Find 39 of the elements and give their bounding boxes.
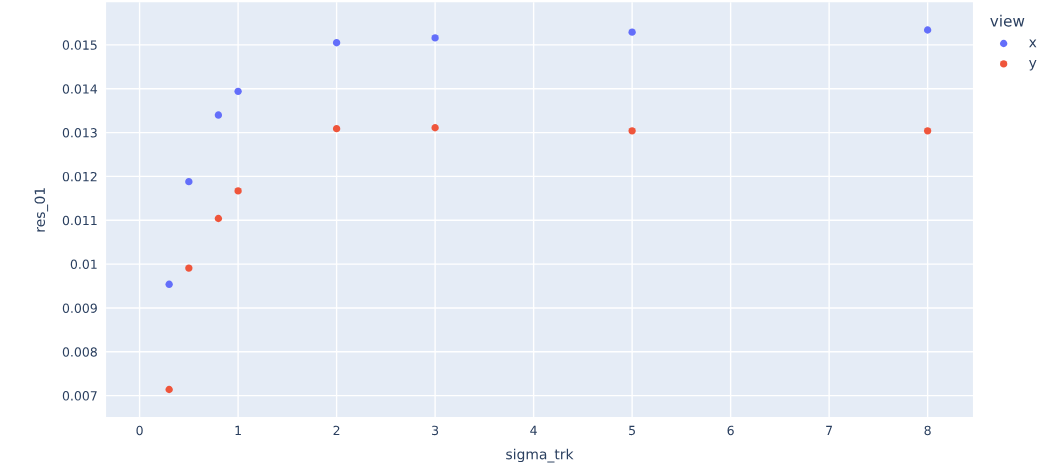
- x-tick-label: 7: [826, 425, 833, 435]
- point: [185, 178, 193, 186]
- y-tick-label: 0.01: [70, 259, 97, 270]
- legend-label: y: [1029, 59, 1037, 71]
- y-tick-label: 0.009: [62, 303, 97, 313]
- y-tick-label: 0.008: [62, 347, 97, 357]
- x-tick-label: 8: [924, 425, 931, 436]
- point: [332, 124, 341, 133]
- y-tick-label: 0.014: [62, 84, 98, 94]
- point: [165, 385, 173, 394]
- x-tick-label: 0: [136, 425, 143, 436]
- point: [628, 127, 636, 135]
- legend-title: view: [990, 14, 1025, 27]
- y-tick-label: 0.007: [62, 391, 97, 401]
- y-tick-label: 0.013: [62, 128, 97, 138]
- x-tick-label: 1: [235, 425, 241, 435]
- x-axis-title: sigma_trk: [506, 448, 574, 463]
- point: [628, 28, 636, 36]
- point: [332, 39, 341, 47]
- point: [431, 124, 439, 132]
- y-tick-label: 0.012: [62, 171, 97, 182]
- point: [214, 214, 223, 223]
- x-tick-label: 2: [333, 425, 340, 435]
- x-tick-label: 4: [530, 425, 537, 435]
- point: [923, 127, 932, 135]
- point: [185, 264, 193, 272]
- point: [431, 34, 439, 42]
- x-tick-label: 6: [727, 425, 734, 436]
- y-tick-label: 0.011: [62, 215, 97, 226]
- x-tick-label: 5: [629, 425, 635, 436]
- point: [923, 26, 932, 34]
- y-tick-label: 0.015: [62, 40, 97, 50]
- y-axis-title: res_01: [34, 188, 49, 232]
- point: [234, 187, 242, 195]
- x-tick-label: 3: [432, 425, 439, 436]
- point: [234, 87, 242, 96]
- point: [165, 280, 173, 288]
- point: [214, 111, 223, 119]
- legend-label: x: [1029, 39, 1037, 48]
